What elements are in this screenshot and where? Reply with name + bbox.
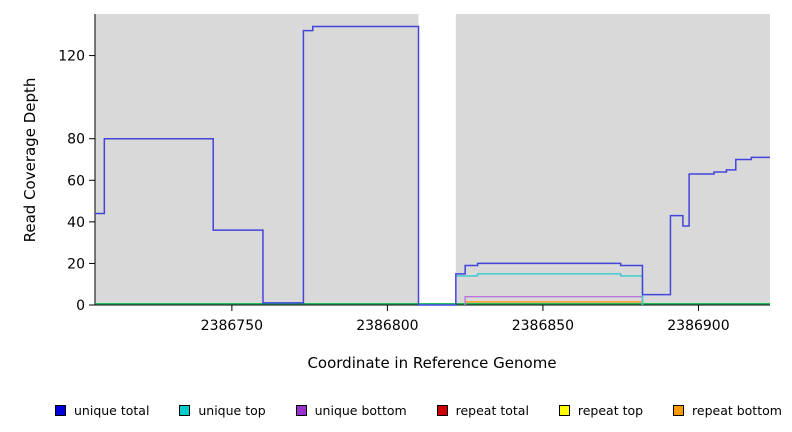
coverage-gap-band <box>418 14 456 305</box>
legend-label: unique top <box>198 402 266 418</box>
x-tick-label: 2386750 <box>201 318 263 334</box>
legend-item-unique-bottom: unique bottom <box>295 402 407 418</box>
coverage-plot-svg: 2386750 2386800 2386850 2386900 0 20 40 60 80 120 <box>58 14 770 334</box>
x-axis-title: Coordinate in Reference Genome <box>307 354 557 372</box>
series-unique-total <box>95 25 770 306</box>
legend-item-repeat-total: repeat total <box>436 402 529 418</box>
y-tick-label: 20 <box>67 256 85 272</box>
legend-swatch-icon <box>55 404 66 416</box>
y-axis-title: Read Coverage Depth <box>21 77 39 243</box>
x-tick-label: 2386850 <box>512 318 574 334</box>
legend-label: repeat top <box>577 402 644 418</box>
y-tick-label: 60 <box>67 173 85 189</box>
x-tick-label: 2386900 <box>667 318 729 334</box>
legend-label: unique total <box>74 402 150 418</box>
legend: unique total unique top unique bottom repea… <box>0 392 792 428</box>
legend-swatch-icon <box>295 404 307 416</box>
legend-swatch-icon <box>179 404 191 416</box>
y-tick-label: 120 <box>58 49 85 65</box>
legend-label: unique bottom <box>314 402 407 418</box>
legend-label: repeat bottom <box>692 402 782 418</box>
y-tick-label: 40 <box>67 215 85 231</box>
x-tick-label: 2386800 <box>356 318 418 334</box>
legend-swatch-icon <box>558 404 570 416</box>
legend-item-unique-total: unique total <box>55 403 149 418</box>
legend-label: repeat total <box>455 402 529 418</box>
y-tick-label: 0 <box>76 298 85 314</box>
legend-item-unique-top: unique top <box>179 402 266 418</box>
legend-item-repeat-bottom: repeat bottom <box>673 403 782 418</box>
y-tick-label: 80 <box>67 132 85 148</box>
legend-swatch-icon <box>436 404 448 416</box>
legend-item-repeat-top: repeat top <box>558 402 644 418</box>
legend-swatch-icon <box>673 404 685 416</box>
